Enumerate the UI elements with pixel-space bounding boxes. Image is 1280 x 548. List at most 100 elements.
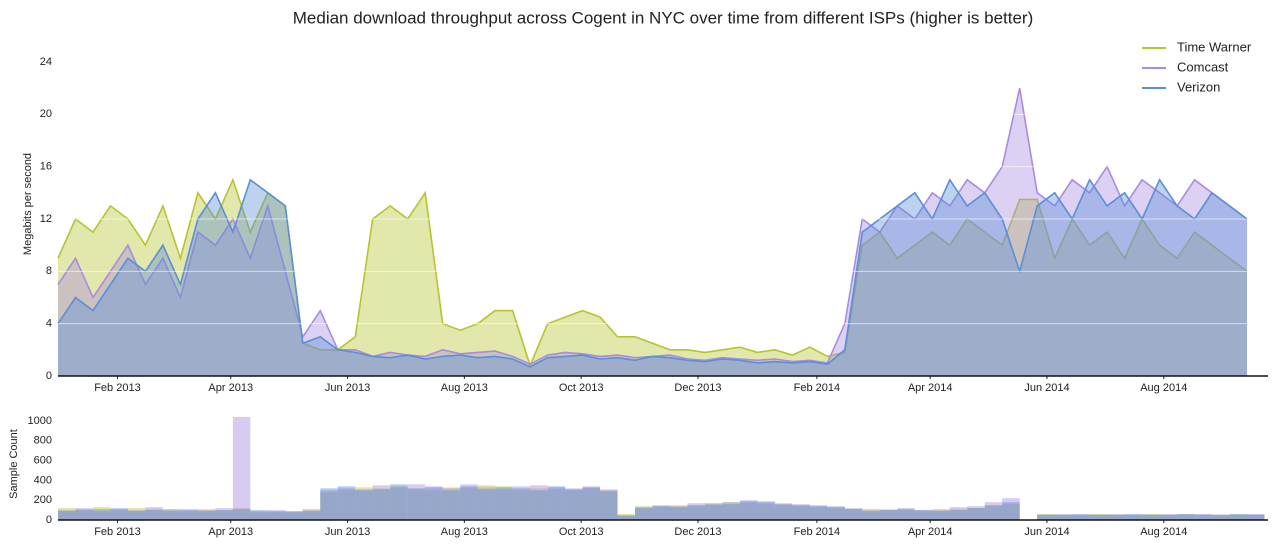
bar <box>967 508 985 520</box>
bar <box>879 510 898 520</box>
bar <box>914 510 933 520</box>
bar <box>739 501 758 520</box>
bar <box>739 503 758 520</box>
x-tick-label: Aug 2013 <box>441 526 488 538</box>
bar <box>355 487 373 520</box>
y-tick-label: 1000 <box>28 415 52 427</box>
bar <box>372 488 391 520</box>
bar <box>949 510 968 520</box>
bar <box>162 509 181 520</box>
bar <box>1107 515 1125 520</box>
bar <box>897 508 915 520</box>
y-tick-label: 0 <box>46 370 52 382</box>
bar <box>337 488 356 520</box>
bar <box>1177 514 1195 520</box>
bar <box>827 506 845 520</box>
bar <box>337 490 356 520</box>
bar <box>774 503 793 520</box>
bar <box>879 509 898 520</box>
bar <box>1194 514 1213 520</box>
bar <box>1212 514 1230 520</box>
x-tick-label: Jun 2013 <box>325 382 370 394</box>
bar <box>425 490 443 520</box>
bar <box>844 509 863 520</box>
bar <box>1072 515 1090 520</box>
bar <box>250 512 268 520</box>
y-axis-label: Megabits per second <box>22 153 34 255</box>
x-tick-label: Apr 2014 <box>908 382 953 394</box>
bar <box>1194 515 1213 520</box>
x-tick-label: Dec 2013 <box>674 526 721 538</box>
bar <box>1247 515 1265 520</box>
bar <box>1107 514 1125 520</box>
bar <box>897 509 915 520</box>
bar <box>285 511 303 520</box>
bar <box>565 488 583 520</box>
bar <box>722 502 740 520</box>
bar <box>390 484 408 520</box>
bar <box>565 490 583 520</box>
bar <box>547 487 566 520</box>
y-tick-label: 0 <box>46 514 52 526</box>
bar <box>1002 498 1020 520</box>
bar <box>442 487 461 520</box>
bar <box>967 506 985 520</box>
bar <box>407 484 426 520</box>
x-tick-label: Apr 2013 <box>208 526 253 538</box>
bar <box>1159 515 1178 520</box>
bar <box>1229 514 1248 520</box>
bar <box>232 508 251 520</box>
x-tick-label: Jun 2013 <box>325 526 370 538</box>
bar <box>600 490 618 520</box>
bar <box>914 511 933 520</box>
bar <box>460 486 478 520</box>
area-fill <box>58 88 1247 376</box>
y-tick-label: 800 <box>34 435 52 447</box>
bar <box>267 511 286 520</box>
bar <box>949 509 968 520</box>
bar <box>512 490 531 520</box>
bar <box>372 485 391 520</box>
bar <box>1072 514 1090 520</box>
bar <box>250 511 268 520</box>
x-tick-label: Feb 2013 <box>94 382 140 394</box>
bar <box>757 502 775 520</box>
bar <box>530 485 548 520</box>
bar <box>600 491 618 520</box>
bar <box>530 490 548 520</box>
bar <box>232 509 251 520</box>
bar <box>302 510 321 520</box>
bar <box>635 507 653 520</box>
bar <box>600 489 618 520</box>
bar <box>652 506 670 520</box>
bar <box>127 510 146 520</box>
bar <box>267 510 286 520</box>
bar <box>1124 514 1143 520</box>
bar <box>932 509 950 520</box>
bar <box>862 509 880 520</box>
bar <box>1089 514 1108 520</box>
bar <box>757 504 775 520</box>
bar <box>215 510 233 520</box>
bar <box>355 490 373 520</box>
bar <box>1142 514 1160 520</box>
bar <box>285 512 303 520</box>
bar <box>58 508 76 520</box>
bar <box>1089 515 1108 520</box>
x-tick-label: Oct 2013 <box>559 382 604 394</box>
bar <box>757 501 775 520</box>
bar <box>162 511 181 520</box>
x-tick-label: Apr 2014 <box>908 526 953 538</box>
bar <box>687 503 705 520</box>
legend-text: Verizon <box>1177 79 1220 94</box>
bar <box>477 489 496 520</box>
bar <box>669 505 688 520</box>
bar <box>320 490 338 520</box>
bar <box>862 511 880 520</box>
bar <box>792 504 810 520</box>
bar <box>1212 515 1230 520</box>
bar <box>1247 514 1265 520</box>
bar <box>827 507 845 520</box>
y-tick-label: 400 <box>34 474 52 486</box>
